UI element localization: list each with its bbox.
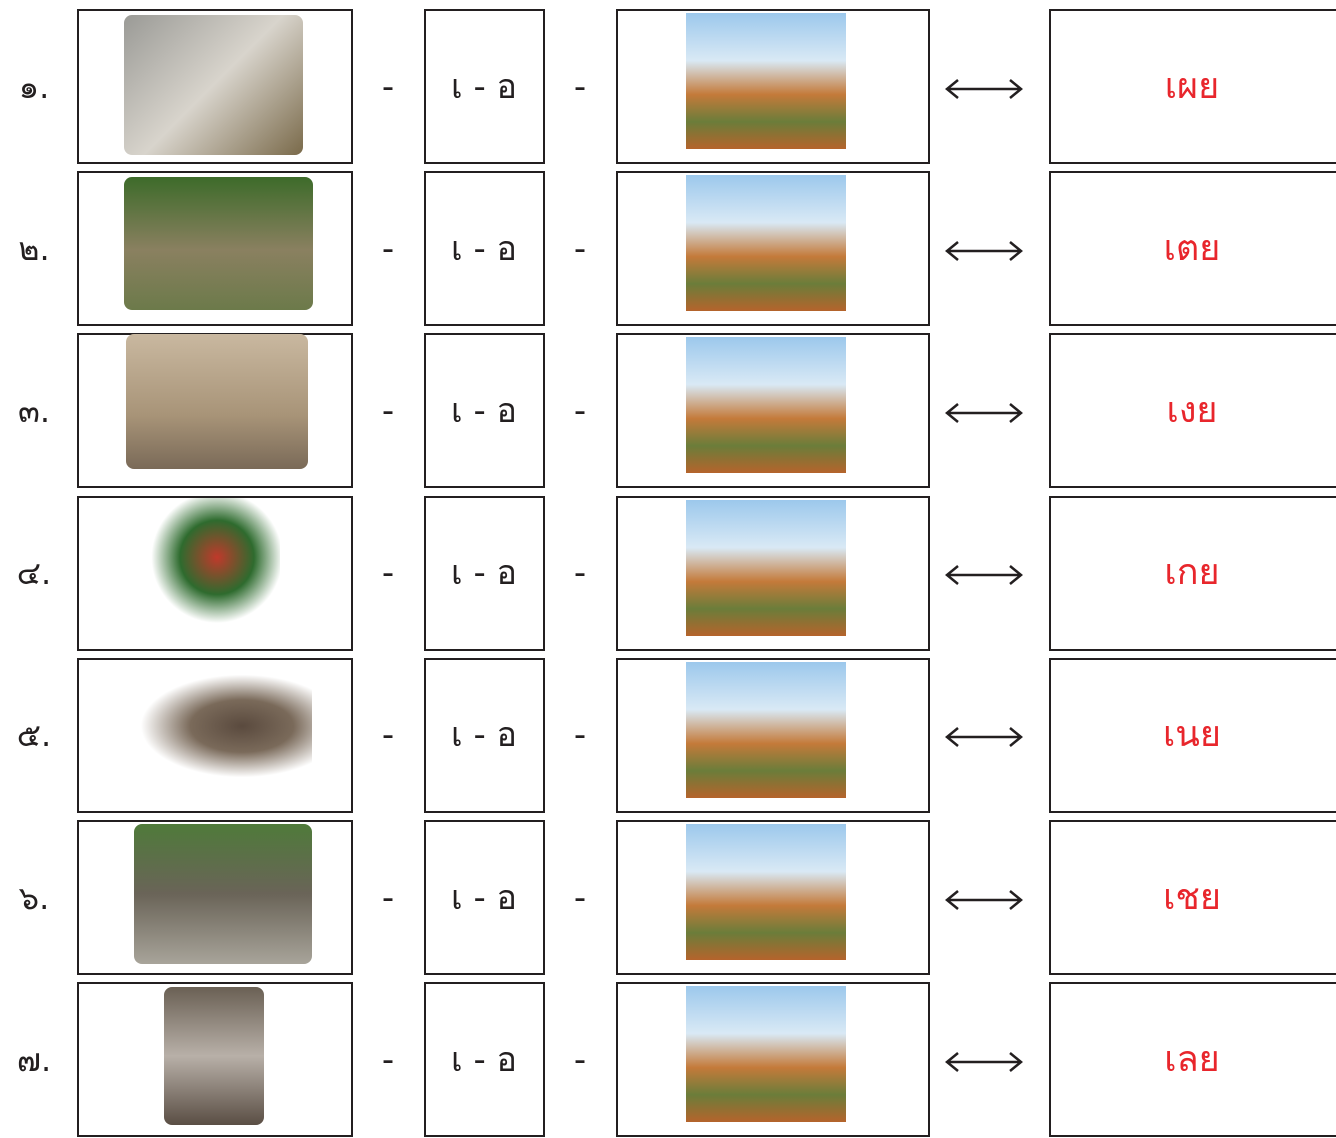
temple-picture	[686, 661, 846, 798]
temple-picture	[686, 337, 846, 474]
animal-picture	[140, 498, 280, 630]
vowel-frame	[424, 171, 545, 327]
temple-picture	[686, 175, 846, 312]
animal-picture	[124, 15, 303, 155]
row-number: ๓.	[17, 391, 51, 430]
vowel-frame	[424, 333, 545, 489]
separator: -	[573, 228, 587, 269]
answer-word: เชย	[1163, 876, 1221, 918]
animal-picture	[124, 177, 313, 310]
separator: -	[573, 1039, 587, 1080]
answer-word: เกย	[1164, 552, 1220, 594]
row-number: ๕.	[16, 716, 52, 755]
separator: -	[381, 553, 395, 594]
row-number: ๔.	[16, 554, 52, 593]
answer-frame	[1049, 9, 1336, 164]
animal-picture	[112, 660, 312, 792]
vowel-pattern: เ - อ	[451, 553, 517, 594]
answer-frame	[1049, 171, 1336, 327]
temple-picture	[686, 13, 846, 149]
double-arrow	[945, 78, 1023, 99]
separator: -	[573, 877, 587, 918]
double-arrow	[945, 727, 1023, 748]
vowel-frame	[424, 982, 545, 1138]
double-arrow	[945, 240, 1023, 261]
temple-picture	[686, 986, 846, 1123]
vowel-frame	[424, 657, 545, 813]
temple-picture	[686, 499, 846, 636]
row-number: ๒.	[18, 229, 50, 268]
answer-frame	[1049, 820, 1336, 975]
row-number: ๖.	[18, 878, 50, 917]
vowel-pattern: เ - อ	[451, 66, 517, 107]
separator: -	[381, 715, 395, 756]
animal-picture	[126, 334, 308, 469]
vowel-pattern: เ - อ	[451, 228, 517, 269]
vowel-frame	[424, 495, 545, 651]
separator: -	[573, 390, 587, 431]
answer-word: เงย	[1166, 389, 1218, 431]
separator: -	[381, 228, 395, 269]
answer-frame	[1049, 657, 1336, 813]
double-arrow	[945, 565, 1023, 586]
animal-picture	[134, 824, 312, 964]
answer-word: เนย	[1162, 714, 1222, 756]
vowel-pattern: เ - อ	[451, 715, 517, 756]
row-number: ๗.	[16, 1040, 52, 1079]
answer-frame	[1049, 495, 1336, 651]
vowel-pattern: เ - อ	[451, 1039, 517, 1080]
row-number: ๑.	[18, 67, 50, 106]
vowel-frame	[424, 820, 545, 975]
separator: -	[573, 553, 587, 594]
answer-word: เผย	[1164, 65, 1220, 107]
separator: -	[573, 715, 587, 756]
answer-word: เตย	[1163, 227, 1221, 269]
separator: -	[381, 1039, 395, 1080]
answer-word: เลย	[1164, 1038, 1220, 1080]
vowel-pattern: เ - อ	[451, 877, 517, 918]
double-arrow	[945, 889, 1023, 910]
separator: -	[573, 66, 587, 107]
answer-frame	[1049, 333, 1336, 489]
temple-picture	[686, 824, 846, 960]
vowel-frame	[424, 9, 545, 164]
animal-picture	[164, 987, 264, 1125]
separator: -	[381, 66, 395, 107]
vowel-pattern: เ - อ	[451, 390, 517, 431]
double-arrow	[945, 402, 1023, 423]
separator: -	[381, 877, 395, 918]
separator: -	[381, 390, 395, 431]
double-arrow	[945, 1051, 1023, 1072]
answer-frame	[1049, 982, 1336, 1138]
